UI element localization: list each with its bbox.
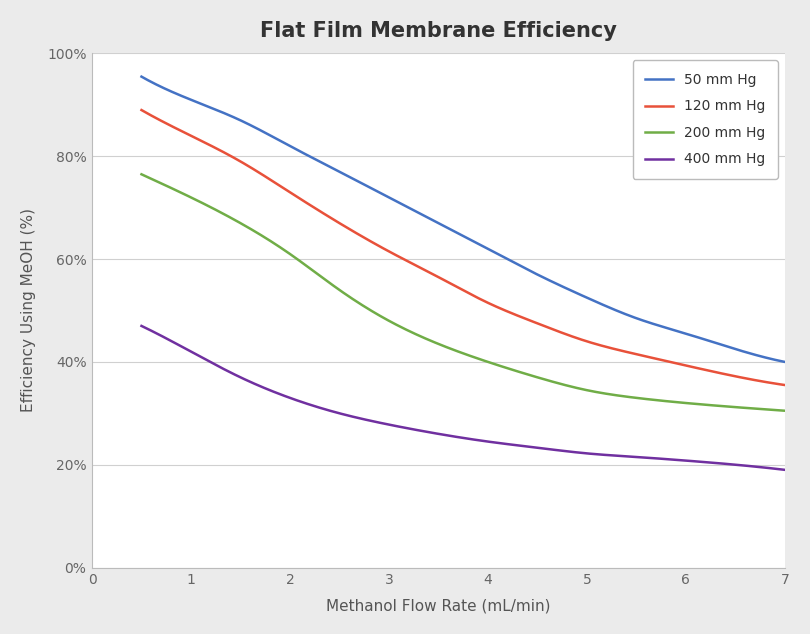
200 mm Hg: [137, 171, 147, 178]
200 mm Hg: [391, 321, 401, 328]
200 mm Hg: [541, 376, 551, 384]
Legend: 50 mm Hg, 120 mm Hg, 200 mm Hg, 400 mm Hg: 50 mm Hg, 120 mm Hg, 200 mm Hg, 400 mm H…: [633, 60, 778, 179]
120 mm Hg: [601, 343, 611, 351]
120 mm Hg: [214, 146, 224, 153]
200 mm Hg: [601, 390, 611, 398]
Line: 200 mm Hg: 200 mm Hg: [142, 174, 785, 411]
400 mm Hg: [346, 413, 356, 420]
400 mm Hg: [601, 451, 611, 459]
50 mm Hg: [391, 197, 401, 205]
50 mm Hg: [137, 73, 147, 81]
50 mm Hg: [604, 304, 614, 311]
200 mm Hg: [346, 294, 356, 302]
50 mm Hg: [601, 302, 611, 310]
400 mm Hg: [780, 466, 790, 474]
200 mm Hg: [780, 407, 790, 415]
Title: Flat Film Membrane Efficiency: Flat Film Membrane Efficiency: [260, 21, 617, 41]
Line: 400 mm Hg: 400 mm Hg: [142, 326, 785, 470]
Line: 50 mm Hg: 50 mm Hg: [142, 77, 785, 362]
50 mm Hg: [214, 107, 224, 115]
400 mm Hg: [604, 451, 614, 459]
120 mm Hg: [346, 226, 356, 234]
120 mm Hg: [780, 381, 790, 389]
200 mm Hg: [214, 208, 224, 216]
120 mm Hg: [137, 107, 147, 114]
200 mm Hg: [604, 391, 614, 398]
50 mm Hg: [780, 358, 790, 366]
400 mm Hg: [391, 422, 401, 430]
Line: 120 mm Hg: 120 mm Hg: [142, 110, 785, 385]
400 mm Hg: [541, 445, 551, 453]
50 mm Hg: [541, 275, 551, 283]
400 mm Hg: [214, 363, 224, 370]
X-axis label: Methanol Flow Rate (mL/min): Methanol Flow Rate (mL/min): [326, 598, 551, 613]
120 mm Hg: [541, 323, 551, 330]
400 mm Hg: [137, 322, 147, 330]
120 mm Hg: [391, 252, 401, 259]
50 mm Hg: [346, 174, 356, 181]
120 mm Hg: [604, 344, 614, 351]
Y-axis label: Efficiency Using MeOH (%): Efficiency Using MeOH (%): [21, 209, 36, 413]
